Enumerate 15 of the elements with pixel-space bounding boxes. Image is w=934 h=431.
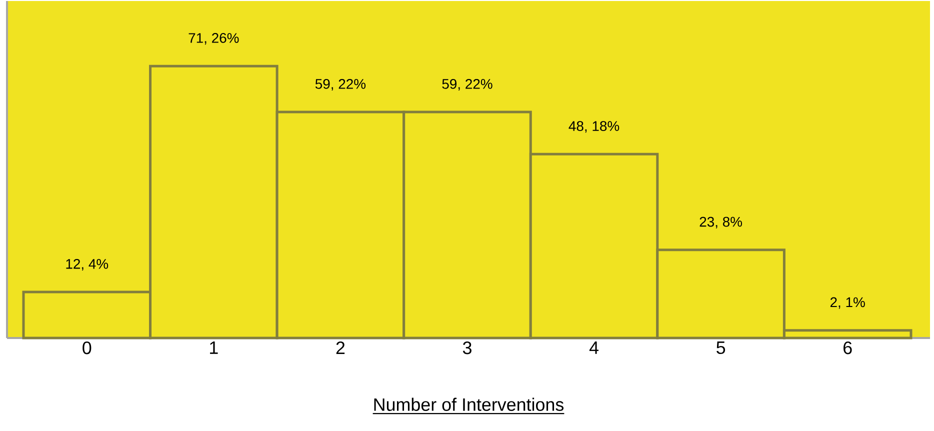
x-tick-label: 2 [336, 341, 345, 354]
data-label: 59, 22% [442, 78, 492, 91]
x-tick-label: 6 [844, 341, 852, 354]
data-label: 2, 1% [830, 297, 865, 309]
x-axis-title: Number of Interventions [374, 398, 564, 411]
x-tick-label: 5 [716, 342, 726, 354]
x-tick-label: 3 [462, 341, 472, 354]
data-label: 48, 18% [568, 121, 620, 133]
data-label: 23, 8% [700, 216, 742, 228]
data-label: 12, 4% [66, 258, 108, 271]
data-label: 71, 26% [188, 33, 239, 45]
x-tick-label: 0 [82, 341, 92, 354]
x-tick-label: 1 [210, 342, 218, 354]
data-label: 59, 22% [315, 78, 366, 91]
x-tick-label: 4 [589, 342, 598, 354]
